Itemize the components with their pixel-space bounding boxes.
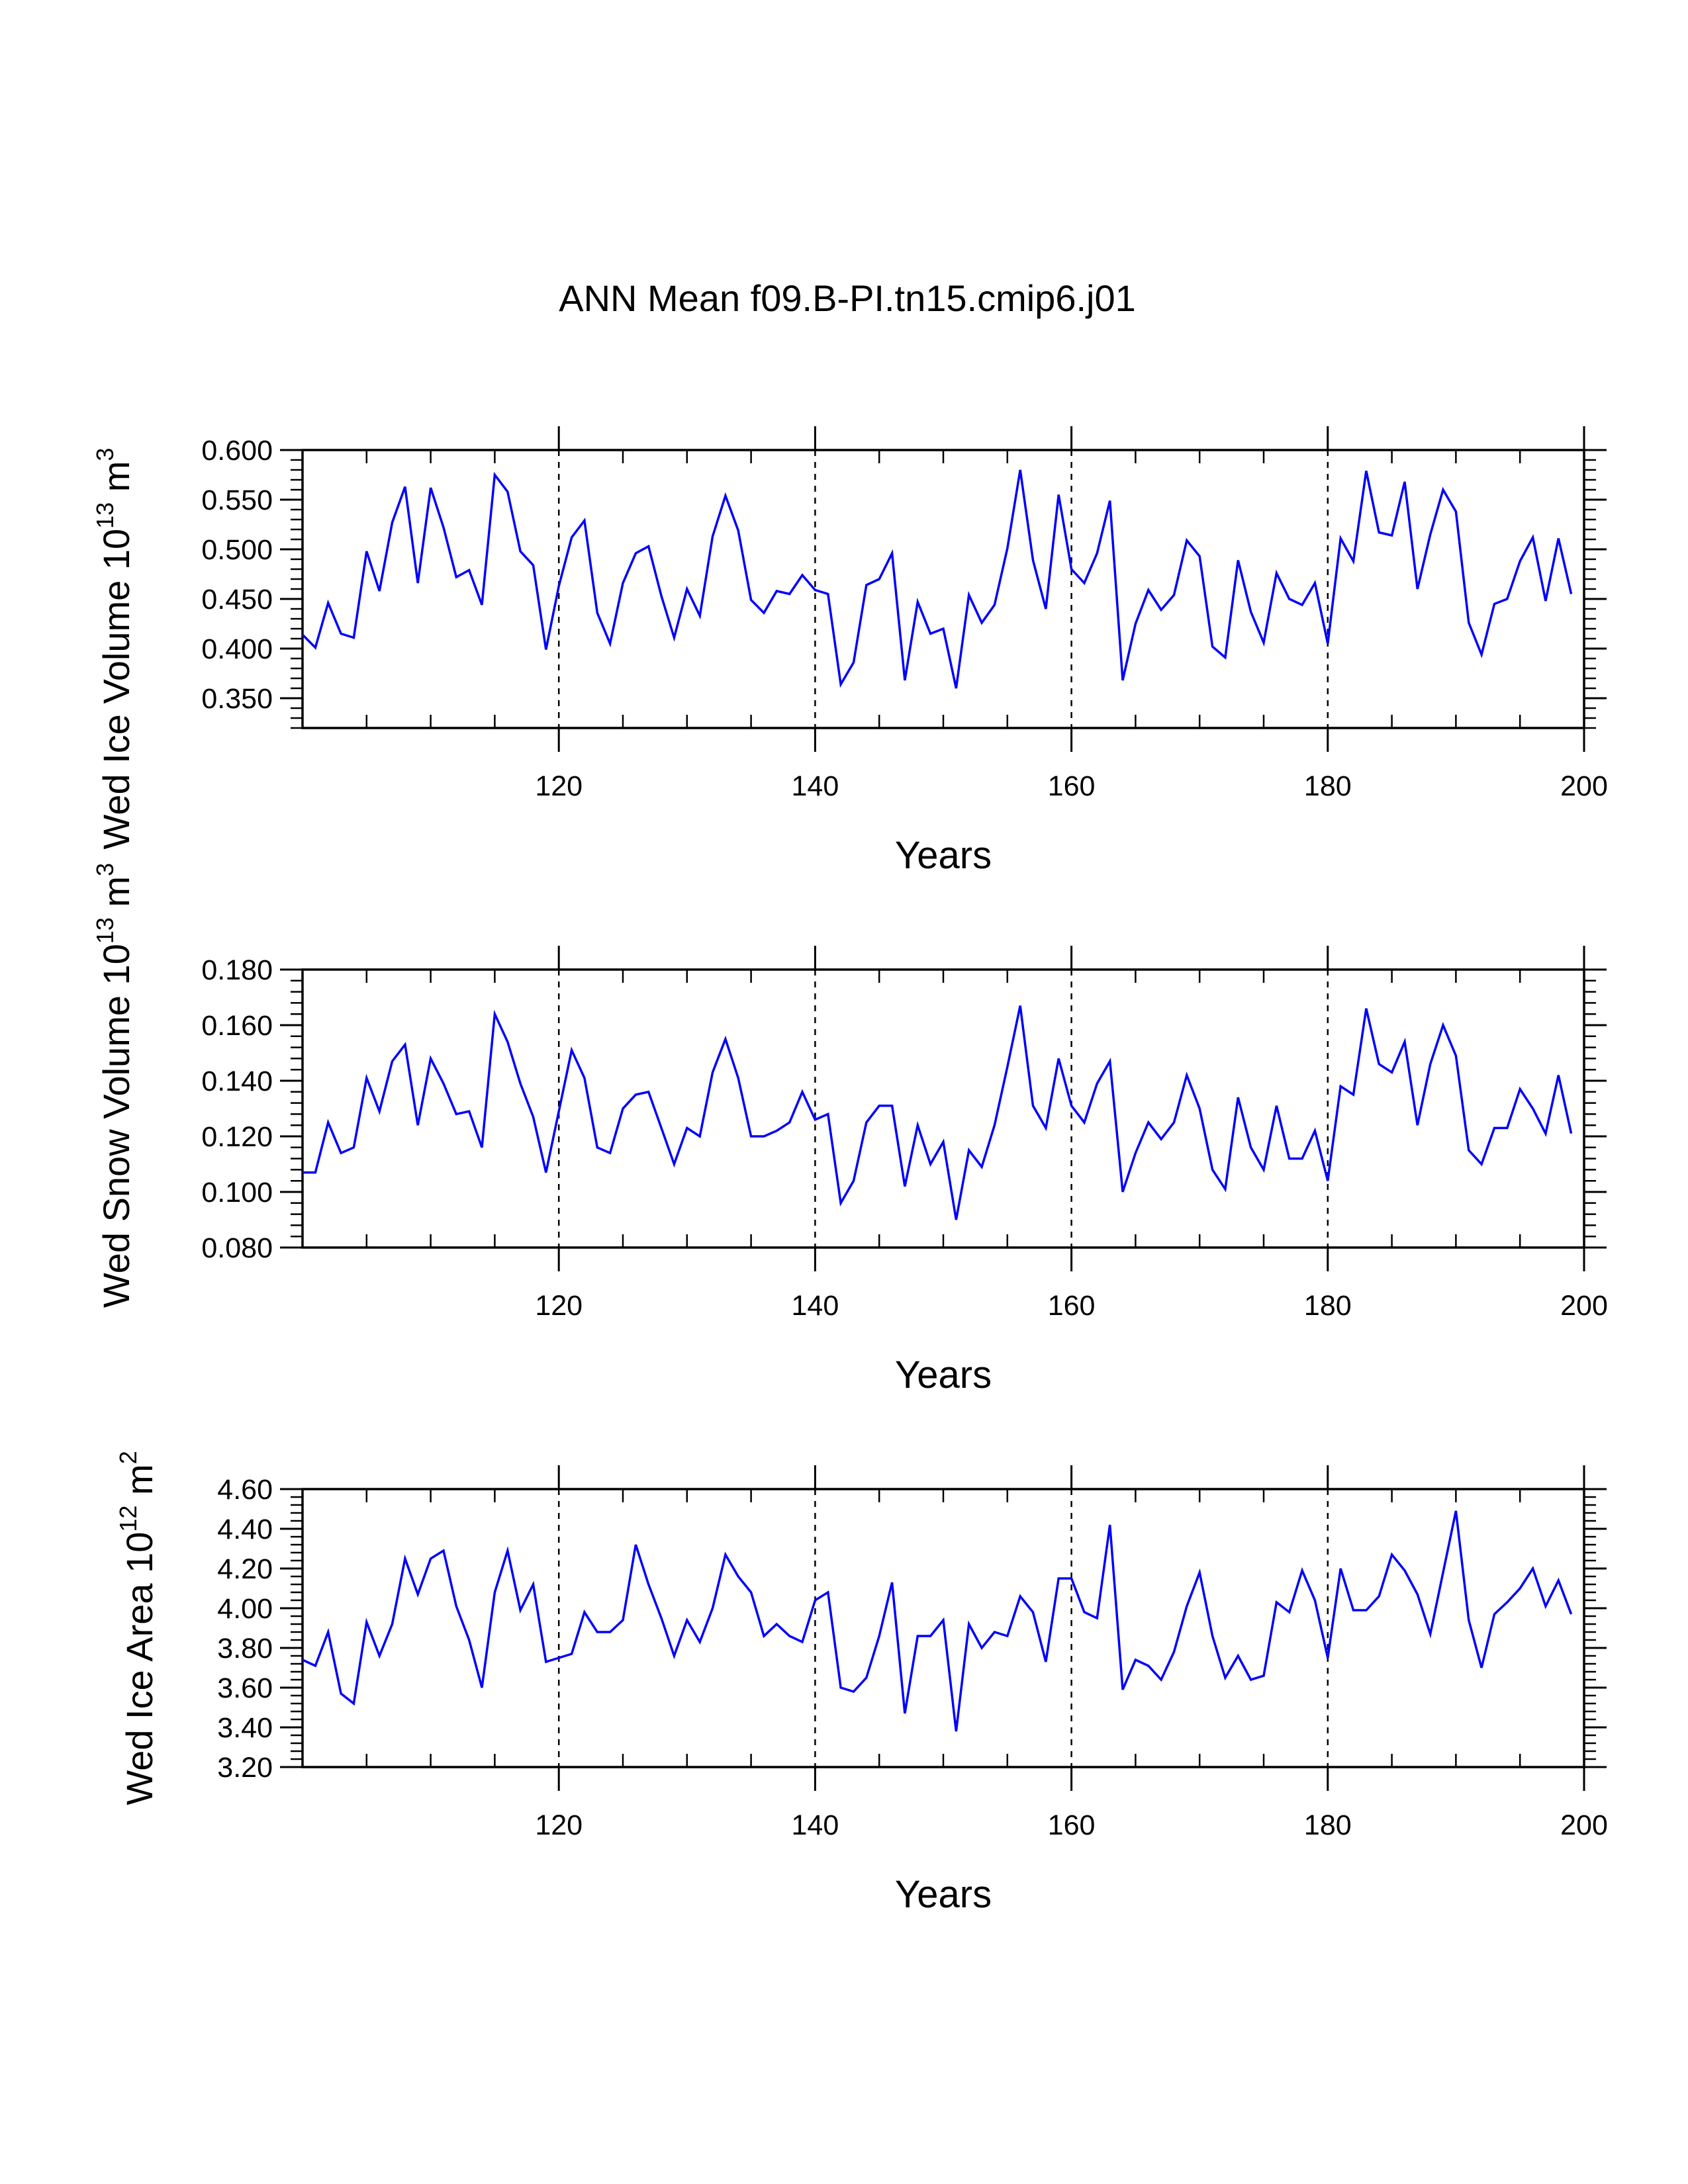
ice-area-y-axis-label: Wed Ice Area 1012 m2 [115, 1451, 160, 1805]
ice-volume-y-tick-label: 0.350 [201, 683, 273, 715]
ice-area-x-tick-label: 140 [792, 1809, 839, 1841]
snow-volume-y-tick-label: 0.100 [201, 1177, 273, 1208]
ice-area-series-line [302, 1510, 1573, 1732]
snow-volume-y-tick-label: 0.180 [201, 954, 273, 986]
ice-volume-x-axis-label: Years [895, 834, 992, 877]
ice-volume-y-tick-label: 0.600 [201, 435, 273, 467]
snow-volume-x-tick-label: 160 [1048, 1290, 1096, 1322]
snow-volume-x-tick-label: 120 [535, 1290, 583, 1322]
snow-volume-panel: 120 140 160 180 200 0.080 0.100 0.120 0.140 0.160… [91, 863, 1608, 1396]
ice-area-plot-frame [301, 1488, 1585, 1768]
ice-area-y-tick-label: 3.60 [217, 1672, 273, 1704]
ice-volume-panel: 120 140 160 180 200 0.350 0.400 0.450 0.500 0.550… [91, 426, 1608, 877]
ice-area-x-tick-label: 200 [1560, 1809, 1608, 1841]
ice-volume-y-tick-label: 0.450 [201, 584, 273, 615]
ice-volume-x-tick-label: 160 [1048, 770, 1096, 802]
ice-area-x-axis-label: Years [895, 1873, 992, 1916]
ice-volume-x-tick-label: 140 [792, 770, 839, 802]
snow-volume-plot-frame [301, 968, 1585, 1249]
ice-area-y-tick-label: 4.40 [217, 1514, 273, 1545]
ice-volume-series-line [301, 469, 1573, 689]
ice-area-y-tick-label: 3.40 [217, 1712, 273, 1744]
ice-area-y-tick-label: 3.80 [217, 1633, 273, 1664]
snow-volume-y-tick-label: 0.120 [201, 1121, 273, 1153]
ice-volume-x-tick-label: 120 [535, 770, 583, 802]
snow-volume-y-tick-label: 0.080 [201, 1232, 273, 1264]
ice-area-y-tick-label: 4.00 [217, 1593, 273, 1625]
ice-volume-x-tick-label: 200 [1560, 770, 1608, 802]
ice-area-x-tick-label: 180 [1304, 1809, 1352, 1841]
figure-title: ANN Mean f09.B-PI.tn15.cmip6.j01 [559, 277, 1136, 319]
ice-volume-x-tick-label: 180 [1304, 770, 1352, 802]
ice-area-x-tick-label: 160 [1048, 1809, 1096, 1841]
snow-volume-x-tick-label: 140 [792, 1290, 839, 1322]
ice-volume-y-tick-label: 0.400 [201, 633, 273, 665]
snow-volume-y-axis-label: Wed Snow Volume 1013 m3 [91, 863, 137, 1308]
snow-volume-x-tick-label: 200 [1560, 1290, 1608, 1322]
snow-volume-x-tick-label: 180 [1304, 1290, 1352, 1322]
ice-volume-y-tick-label: 0.500 [201, 534, 273, 566]
snow-volume-x-axis-label: Years [895, 1353, 992, 1396]
ice-area-x-tick-label: 120 [535, 1809, 583, 1841]
ice-volume-y-axis-label: Wed Ice Volume 1013 m3 [91, 448, 137, 850]
ice-area-panel: 120 140 160 180 200 3.20 3.40 3.60 3.80 4.00 4.20 4… [115, 1451, 1608, 1916]
snow-volume-series-line [303, 1005, 1573, 1220]
snow-volume-y-tick-label: 0.140 [201, 1066, 273, 1097]
ice-volume-plot-frame [301, 449, 1585, 729]
snow-volume-y-tick-label: 0.160 [201, 1010, 273, 1042]
ice-area-y-tick-label: 3.20 [217, 1752, 273, 1784]
ice-volume-y-tick-label: 0.550 [201, 484, 273, 516]
ice-area-y-tick-label: 4.60 [217, 1474, 273, 1506]
ice-area-y-tick-label: 4.20 [217, 1553, 273, 1585]
